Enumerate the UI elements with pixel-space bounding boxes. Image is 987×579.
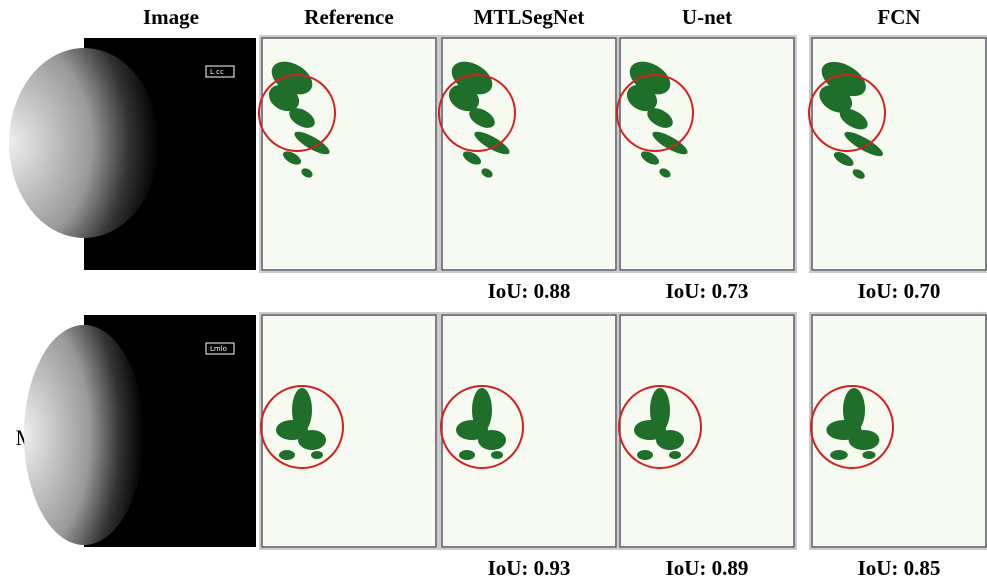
segmentation <box>849 430 880 450</box>
column-header: Reference <box>304 5 393 29</box>
mammogram: L cc <box>9 38 256 270</box>
figure: ImageReferenceMTLSegNetU-netFCNCCL ccIoU… <box>0 0 987 579</box>
segmentation <box>669 451 681 459</box>
segmentation <box>637 450 653 460</box>
iou-label: IoU: 0.85 <box>858 556 941 579</box>
segmentation <box>862 451 875 459</box>
column-header: MTLSegNet <box>474 5 585 29</box>
iou-label: IoU: 0.88 <box>488 279 571 303</box>
breast <box>9 48 159 238</box>
segmentation <box>311 451 323 459</box>
mammogram: Lmlo <box>24 315 256 547</box>
segmentation <box>298 430 326 450</box>
view-tag: L cc <box>210 68 224 76</box>
view-tag: Lmlo <box>210 345 227 353</box>
iou-label: IoU: 0.93 <box>488 556 571 579</box>
segmentation <box>830 450 848 460</box>
column-header: Image <box>143 5 199 29</box>
segmentation <box>279 450 295 460</box>
segmentation <box>491 451 503 459</box>
iou-label: IoU: 0.70 <box>858 279 941 303</box>
breast <box>24 325 144 545</box>
segmentation <box>656 430 684 450</box>
iou-label: IoU: 0.73 <box>666 279 749 303</box>
column-header: U-net <box>682 5 732 29</box>
segmentation <box>478 430 506 450</box>
iou-label: IoU: 0.89 <box>666 556 749 579</box>
segmentation <box>459 450 475 460</box>
column-header: FCN <box>877 5 920 29</box>
